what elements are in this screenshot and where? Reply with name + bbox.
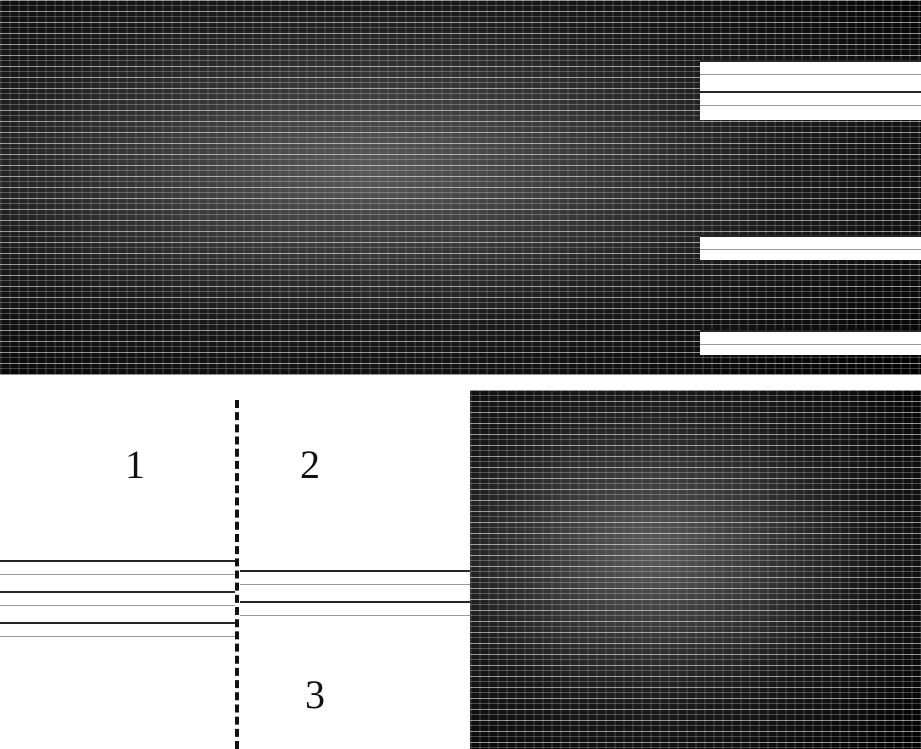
panel-label: 3 <box>305 675 325 715</box>
bottom-right-image <box>470 390 921 749</box>
striped-band <box>240 570 470 630</box>
white-band <box>700 330 921 355</box>
panel-label: 2 <box>300 445 320 485</box>
white-band <box>700 235 921 260</box>
top-image <box>0 0 921 375</box>
striped-band <box>0 560 235 640</box>
page: 1 2 3 (() => { const data = JSON.parse(d… <box>0 0 921 749</box>
divider <box>235 400 239 749</box>
panel-label: 1 <box>125 445 145 485</box>
white-band <box>700 60 921 120</box>
